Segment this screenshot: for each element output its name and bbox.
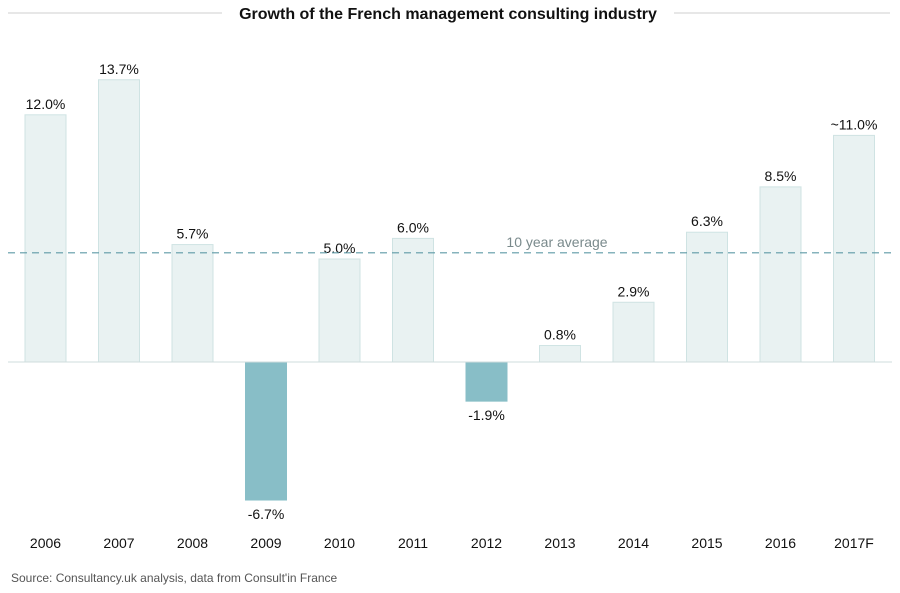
average-line-group: 10 year average bbox=[8, 234, 892, 254]
value-label-2009: -6.7% bbox=[248, 506, 285, 522]
tick-label-2014: 2014 bbox=[618, 535, 649, 551]
value-label-2010: 5.0% bbox=[324, 240, 356, 256]
tick-label-2010: 2010 bbox=[324, 535, 355, 551]
bars-group: 12.0% 2006 13.7% 2007 5.7% 2008 -6.7% 2009 5.0% 2… bbox=[24, 61, 878, 551]
bar-2006 bbox=[24, 114, 67, 363]
tick-label-2017F: 2017F bbox=[834, 535, 874, 551]
tick-label-2006: 2006 bbox=[30, 535, 61, 551]
bar-2008 bbox=[171, 244, 214, 363]
tick-label-2015: 2015 bbox=[691, 535, 722, 551]
value-label-2006: 12.0% bbox=[26, 96, 66, 112]
value-label-2017F: ~11.0% bbox=[831, 116, 878, 132]
value-label-2013: 0.8% bbox=[544, 327, 576, 343]
value-label-2012: -1.9% bbox=[468, 407, 505, 423]
tick-label-2007: 2007 bbox=[103, 535, 134, 551]
tick-label-2011: 2011 bbox=[398, 535, 428, 551]
bar-2014 bbox=[612, 301, 655, 363]
chart-title: Growth of the French management consulti… bbox=[239, 6, 657, 23]
bar-2009 bbox=[245, 361, 287, 501]
value-label-2016: 8.5% bbox=[765, 168, 797, 184]
bar-2007 bbox=[98, 79, 140, 363]
bar-2011 bbox=[392, 237, 434, 363]
value-label-2008: 5.7% bbox=[177, 226, 209, 242]
average-line-label: 10 year average bbox=[506, 234, 607, 250]
bar-2010 bbox=[318, 258, 361, 363]
value-label-2011: 6.0% bbox=[397, 219, 429, 235]
bar-2015 bbox=[686, 231, 728, 363]
tick-label-2008: 2008 bbox=[177, 535, 208, 551]
bar-2017F bbox=[833, 134, 875, 363]
value-label-2007: 13.7% bbox=[99, 61, 139, 77]
tick-label-2012: 2012 bbox=[471, 535, 502, 551]
value-label-2014: 2.9% bbox=[618, 283, 650, 299]
bar-2012 bbox=[465, 361, 508, 402]
tick-label-2016: 2016 bbox=[765, 535, 796, 551]
tick-label-2013: 2013 bbox=[544, 535, 575, 551]
value-label-2015: 6.3% bbox=[691, 213, 723, 229]
bar-2016 bbox=[759, 186, 802, 363]
source-note: Source: Consultancy.uk analysis, data fr… bbox=[11, 571, 338, 585]
bar-2013 bbox=[539, 345, 581, 363]
tick-label-2009: 2009 bbox=[250, 535, 281, 551]
